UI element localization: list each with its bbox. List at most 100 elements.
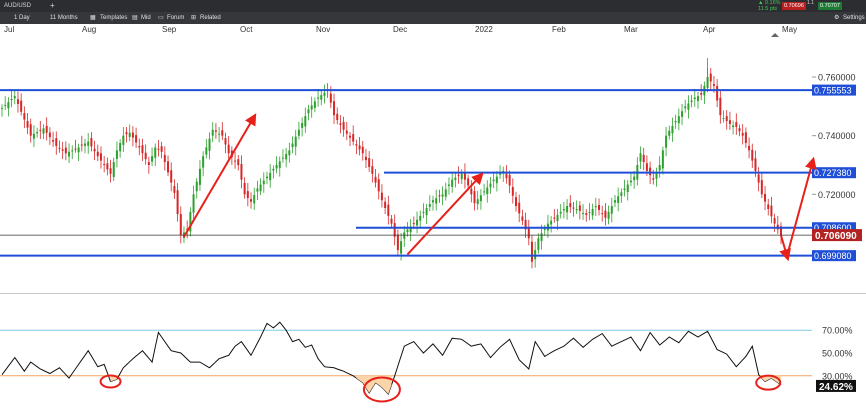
level-label-box [812, 250, 856, 262]
candle-body [304, 116, 307, 127]
candle-body [499, 173, 502, 175]
mid-button[interactable]: Mid [141, 15, 151, 21]
rsi-tick-label: 70.00% [822, 326, 853, 336]
candle-body [483, 191, 486, 193]
forum-button[interactable]: Forum [167, 15, 185, 21]
related-icon: ⊞ [191, 15, 197, 21]
candle-body [144, 152, 147, 160]
trend-arrow-down [779, 235, 791, 262]
candle-body [125, 132, 128, 135]
candle-body [780, 226, 782, 236]
candle-body [288, 150, 291, 156]
candle-body [722, 118, 725, 120]
candle-body [224, 138, 227, 145]
candle-body [387, 204, 390, 216]
candle-body [119, 143, 122, 152]
candle-body [240, 164, 243, 180]
templates-button[interactable]: Templates [100, 15, 128, 21]
candle-body [712, 84, 715, 86]
candle-body [655, 172, 658, 179]
candle-body [157, 148, 160, 150]
candle-body [294, 136, 297, 147]
candle-body [10, 99, 13, 101]
candle-body [99, 153, 102, 161]
candle-body [68, 151, 71, 157]
candle-body [342, 121, 345, 130]
trend-arrow-up [406, 172, 484, 256]
candle-body [518, 202, 521, 214]
trend-arrows [183, 33, 817, 262]
candle-body [467, 178, 470, 186]
candle-body [751, 149, 754, 161]
rsi-tick-label: 50.00% [822, 349, 853, 359]
range-button[interactable]: 11 Months [50, 15, 78, 21]
candle-body [16, 99, 19, 104]
level-label-box [812, 222, 856, 234]
candle-body [205, 147, 208, 155]
candle-body [301, 122, 304, 128]
month-label: May [782, 25, 798, 34]
related-button[interactable]: Related [200, 15, 221, 21]
candle-body [131, 132, 134, 138]
month-label: Aug [82, 25, 97, 34]
candle-body [719, 97, 722, 116]
candle-body [109, 168, 112, 174]
candle-body [202, 156, 205, 168]
candle-body [412, 223, 415, 225]
candle-body [64, 147, 67, 154]
candle-body [189, 211, 192, 232]
candle-body [732, 125, 735, 128]
candle-body [709, 73, 712, 82]
candle-body [61, 149, 64, 151]
candle-body [681, 111, 684, 117]
candle-body [198, 168, 201, 185]
candle-body [74, 148, 77, 150]
candle-body [511, 187, 514, 196]
title-bar: AUD/USD + ▲ 0.16% 11.5 pts 0.70696 1.1 0… [0, 0, 866, 12]
gear-icon[interactable]: ⚙ [834, 15, 840, 21]
candle-body [160, 146, 163, 152]
price-axis: 0.760000 0.740000 0.720000 70.00% 50.00% 30.0… [812, 73, 856, 393]
month-label: Dec [393, 25, 408, 34]
settings-button[interactable]: Settings [843, 15, 865, 21]
candle-body [566, 206, 569, 213]
candle-body [106, 163, 109, 170]
candle-body [601, 213, 604, 215]
candle-body [432, 200, 435, 203]
candle-body [13, 96, 16, 99]
candle-body [96, 151, 99, 157]
chart-toolbar: 1 Day 11 Months ▦ Templates ▤ Mid ▭ Foru… [0, 12, 866, 24]
candle-body [250, 199, 253, 202]
candle-body [211, 129, 214, 136]
price-tick-label: 0.740000 [818, 131, 856, 141]
symbol-tab[interactable]: AUD/USD [4, 3, 32, 9]
candle-body [84, 143, 87, 146]
candle-body [20, 100, 23, 112]
ask-price[interactable]: 0.70707 [818, 2, 842, 10]
level-label: 0.755553 [814, 86, 852, 96]
candle-body [716, 85, 719, 101]
candle-body [281, 157, 284, 159]
candle-body [93, 148, 96, 152]
bid-price[interactable]: 0.70696 [782, 2, 806, 10]
candle-body [537, 238, 540, 250]
candle-body [237, 159, 240, 165]
candle-body [275, 165, 278, 169]
candle-body [451, 179, 454, 187]
candle-body [234, 160, 237, 162]
candle-body [578, 205, 581, 211]
candle-body [23, 113, 26, 120]
interval-button[interactable]: 1 Day [14, 15, 30, 21]
candle-body [668, 130, 671, 136]
add-tab-button[interactable]: + [50, 1, 55, 10]
candle-body [272, 168, 275, 171]
candle-body [154, 147, 157, 158]
candle-body [29, 124, 32, 136]
candle-body [447, 184, 450, 186]
candle-body [269, 172, 272, 181]
candle-body [671, 125, 674, 134]
candle-body [677, 116, 680, 124]
candle-body [320, 95, 323, 100]
candle-body [358, 145, 361, 150]
